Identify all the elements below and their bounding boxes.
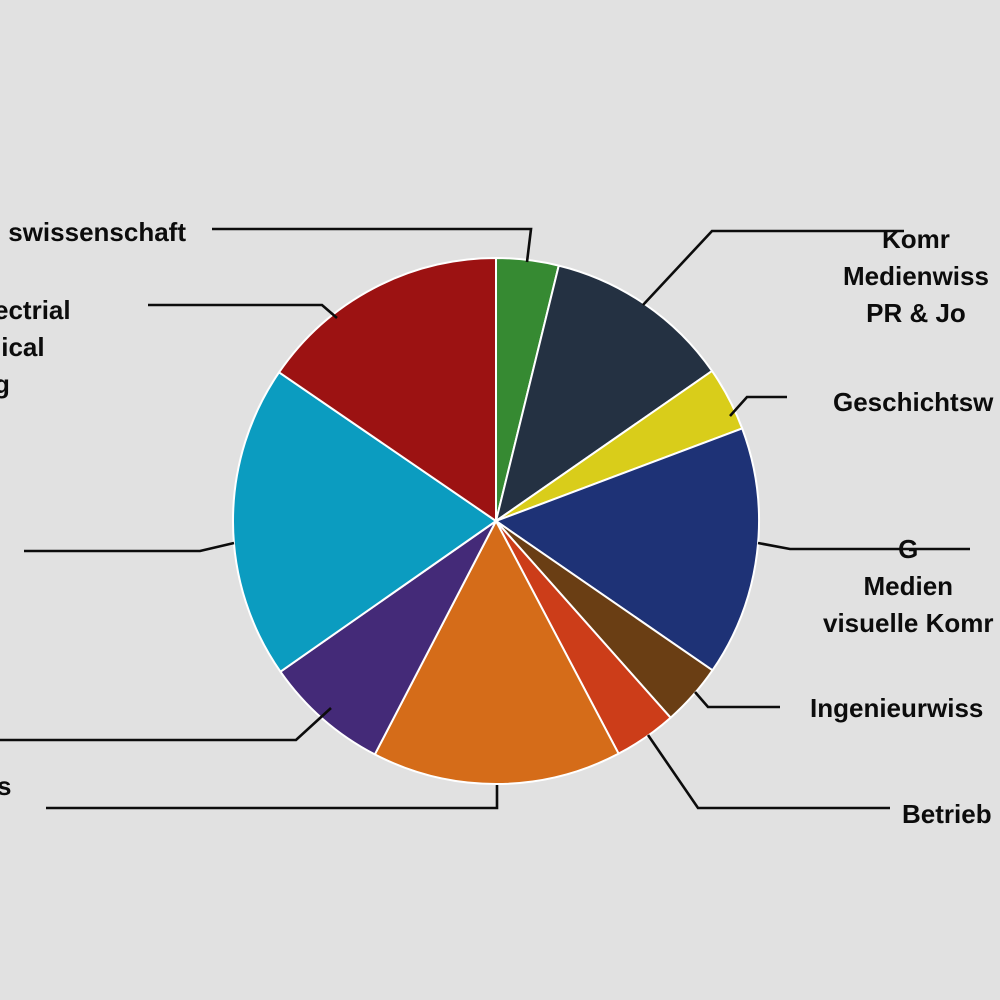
leader-line-10 xyxy=(148,303,338,319)
pie-slice-8 xyxy=(279,520,497,756)
leader-line-2 xyxy=(642,229,904,306)
leader-line-4 xyxy=(757,541,970,551)
pie-slice-10 xyxy=(278,257,497,522)
leader-line-5 xyxy=(694,691,780,709)
slice-label-6: Betrieb xyxy=(902,799,992,829)
slice-label-1: swissenschaft xyxy=(8,217,186,247)
leader-line-7 xyxy=(46,785,499,810)
leader-line-3 xyxy=(729,395,787,417)
slice-label-4: G Medien visuelle Komr xyxy=(823,534,994,638)
pie-slice-9 xyxy=(232,371,497,673)
pie-slice-4 xyxy=(495,427,760,672)
leader-line-1 xyxy=(212,227,533,263)
slice-label-3: Geschichtsw xyxy=(833,387,994,417)
slice-label-2: Komr Medienwiss PR & Jo xyxy=(843,224,989,328)
slice-label-5: Ingenieurwiss xyxy=(810,693,984,723)
pie-slice-7 xyxy=(373,520,620,785)
leader-line-8 xyxy=(0,707,332,742)
leader-line-6 xyxy=(646,734,890,810)
leader-lines-layer xyxy=(0,227,970,810)
slice-label-7: s xyxy=(0,771,12,801)
leader-line-9 xyxy=(24,541,235,553)
slices-layer xyxy=(232,257,760,785)
